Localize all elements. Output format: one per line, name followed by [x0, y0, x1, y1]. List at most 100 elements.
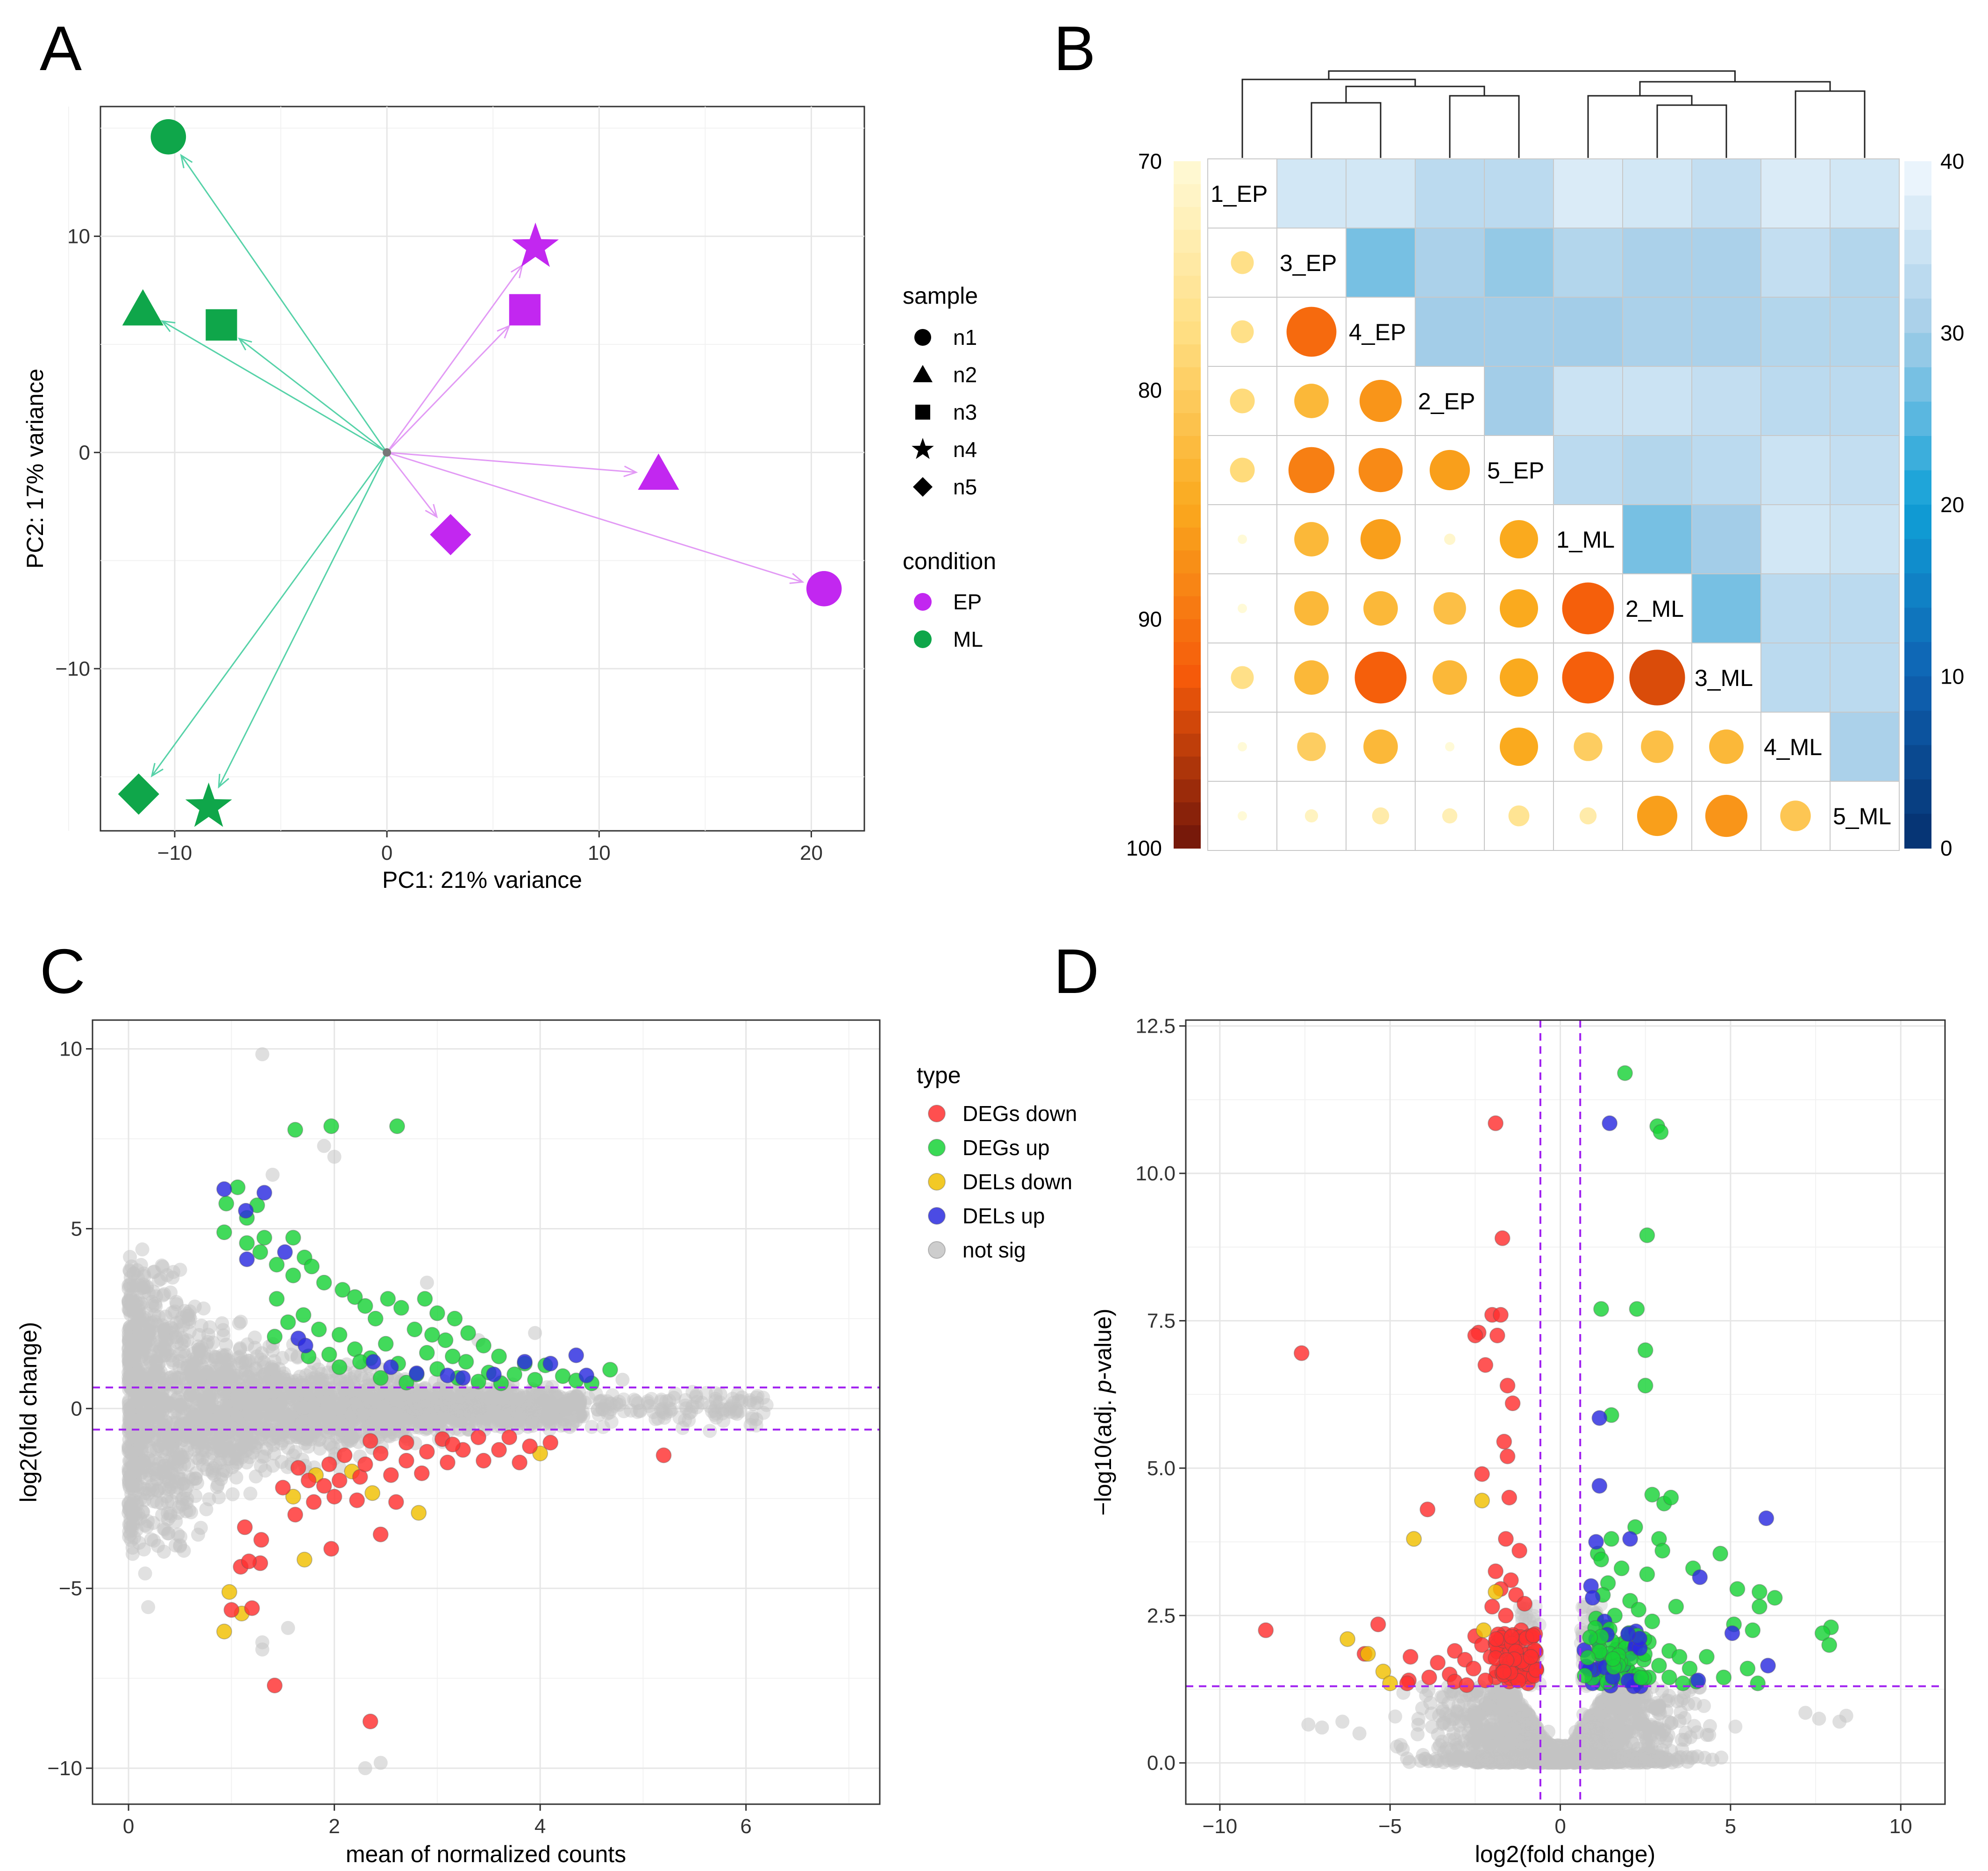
not-sig-point: [729, 1402, 743, 1416]
left-colorbar-segment: [1174, 550, 1201, 574]
ma-point-DEGs_down: [439, 1454, 456, 1471]
right-colorbar-segment: [1904, 161, 1931, 196]
heatmap-circle: [1354, 651, 1407, 704]
heatmap-circle: [1294, 591, 1329, 626]
heatmap-diagonal-label: 4_EP: [1349, 319, 1406, 345]
panel-letter-a: A: [40, 13, 82, 84]
left-colorbar-segment: [1174, 505, 1201, 528]
heatmap-cell-upper: [1553, 158, 1623, 229]
not-sig-point: [158, 1414, 173, 1429]
right-colorbar-segment: [1904, 299, 1931, 334]
pca-arrowhead: [218, 773, 229, 789]
ma-point-DEGs_up: [218, 1195, 235, 1212]
not-sig-point: [678, 1413, 692, 1428]
heatmap-circle: [1562, 582, 1614, 635]
not-sig-point: [743, 1393, 757, 1407]
not-sig-point: [655, 1404, 670, 1419]
legend-type-label: DEGs up: [962, 1135, 1050, 1160]
not-sig-point: [321, 1388, 336, 1403]
not-sig-point: [501, 1400, 516, 1414]
not-sig-point: [255, 1047, 270, 1062]
heatmap-circle: [1304, 809, 1318, 823]
heatmap-cell-upper: [1691, 228, 1761, 298]
not-sig-point: [612, 1398, 627, 1412]
ma-point-DEGs_up: [447, 1310, 463, 1327]
not-sig-point: [252, 1421, 266, 1435]
ma-point-DEGs_down: [266, 1678, 283, 1693]
not-sig-point: [373, 1756, 388, 1770]
not-sig-point: [138, 1518, 152, 1533]
pca-arrow: [386, 452, 438, 518]
not-sig-point: [732, 1393, 746, 1408]
not-sig-point: [155, 1318, 170, 1333]
not-sig-point: [165, 1306, 179, 1320]
right-colorbar-segment: [1904, 642, 1931, 677]
heatmap-circle: [1574, 732, 1603, 761]
not-sig-point: [215, 1468, 229, 1482]
panel-letter-d: D: [1054, 936, 1099, 1007]
not-sig-point: [542, 1393, 556, 1408]
pca-point-ML-n3: [206, 309, 237, 341]
not-sig-point: [724, 1399, 738, 1414]
y-tick-label: 0: [79, 441, 90, 464]
heatmap-cell-upper: [1346, 228, 1416, 298]
heatmap-cell-upper: [1622, 366, 1692, 436]
not-sig-point: [690, 1395, 705, 1409]
not-sig-point: [633, 1403, 647, 1418]
not-sig-point: [641, 1396, 655, 1410]
x-tick-label: 20: [800, 842, 823, 864]
ma-point-DEGs_up: [367, 1310, 384, 1327]
not-sig-point: [1437, 1716, 1452, 1730]
heatmap-circle: [1579, 807, 1597, 825]
ma-point-DEGs_up: [295, 1307, 312, 1323]
not-sig-point: [689, 1390, 703, 1404]
not-sig-point: [168, 1538, 183, 1553]
not-sig-point: [598, 1403, 612, 1417]
not-sig-point: [125, 1293, 140, 1307]
pca-arrow: [218, 452, 388, 787]
not-sig-point: [447, 1402, 461, 1417]
left-colorbar-segment: [1174, 413, 1201, 436]
not-sig-point: [556, 1397, 570, 1411]
heatmap-cell-lower: [1207, 297, 1277, 367]
heatmap-diagonal-label: 5_ML: [1833, 803, 1891, 829]
heatmap-circle: [1238, 742, 1247, 751]
pca-arrowhead: [623, 465, 638, 478]
not-sig-point: [194, 1319, 209, 1333]
ma-point-DEGs_up: [378, 1335, 394, 1352]
not-sig-point: [1714, 1750, 1729, 1765]
not-sig-point: [138, 1430, 153, 1444]
not-sig-point: [654, 1393, 669, 1407]
left-colorbar-segment: [1174, 825, 1201, 849]
not-sig-point: [426, 1399, 441, 1414]
heatmap-cell-upper: [1830, 228, 1900, 298]
heatmap-cell-upper: [1484, 228, 1554, 298]
x-tick-label: −10: [157, 842, 192, 864]
heatmap-circle: [1286, 307, 1337, 357]
not-sig-point: [180, 1492, 194, 1506]
ma-point-DEGs_up: [372, 1370, 389, 1386]
not-sig-point: [167, 1405, 182, 1420]
not-sig-point: [290, 1350, 305, 1365]
right-colorbar-segment: [1904, 607, 1931, 643]
not-sig-point: [559, 1402, 574, 1416]
pca-arrow: [162, 320, 387, 453]
heatmap-cell-upper: [1415, 158, 1485, 229]
legend-type-swatch-not_sig: [928, 1241, 946, 1259]
ma-point-DEGs_up: [398, 1374, 414, 1391]
ma-point-DEGs_down: [362, 1433, 378, 1449]
heatmap-circle: [1562, 651, 1614, 704]
not-sig-point: [749, 1391, 763, 1405]
volcano-plot-area: [1186, 1020, 1945, 1804]
not-sig-point: [678, 1393, 693, 1407]
not-sig-point: [232, 1316, 246, 1330]
not-sig-point: [181, 1416, 196, 1430]
not-sig-point: [742, 1395, 757, 1410]
heatmap-circle: [1500, 658, 1538, 697]
left-colorbar-segment: [1174, 207, 1201, 230]
not-sig-point: [281, 1621, 295, 1635]
ma-point-DEGs_down: [331, 1472, 348, 1489]
pca-arrow: [387, 451, 636, 473]
